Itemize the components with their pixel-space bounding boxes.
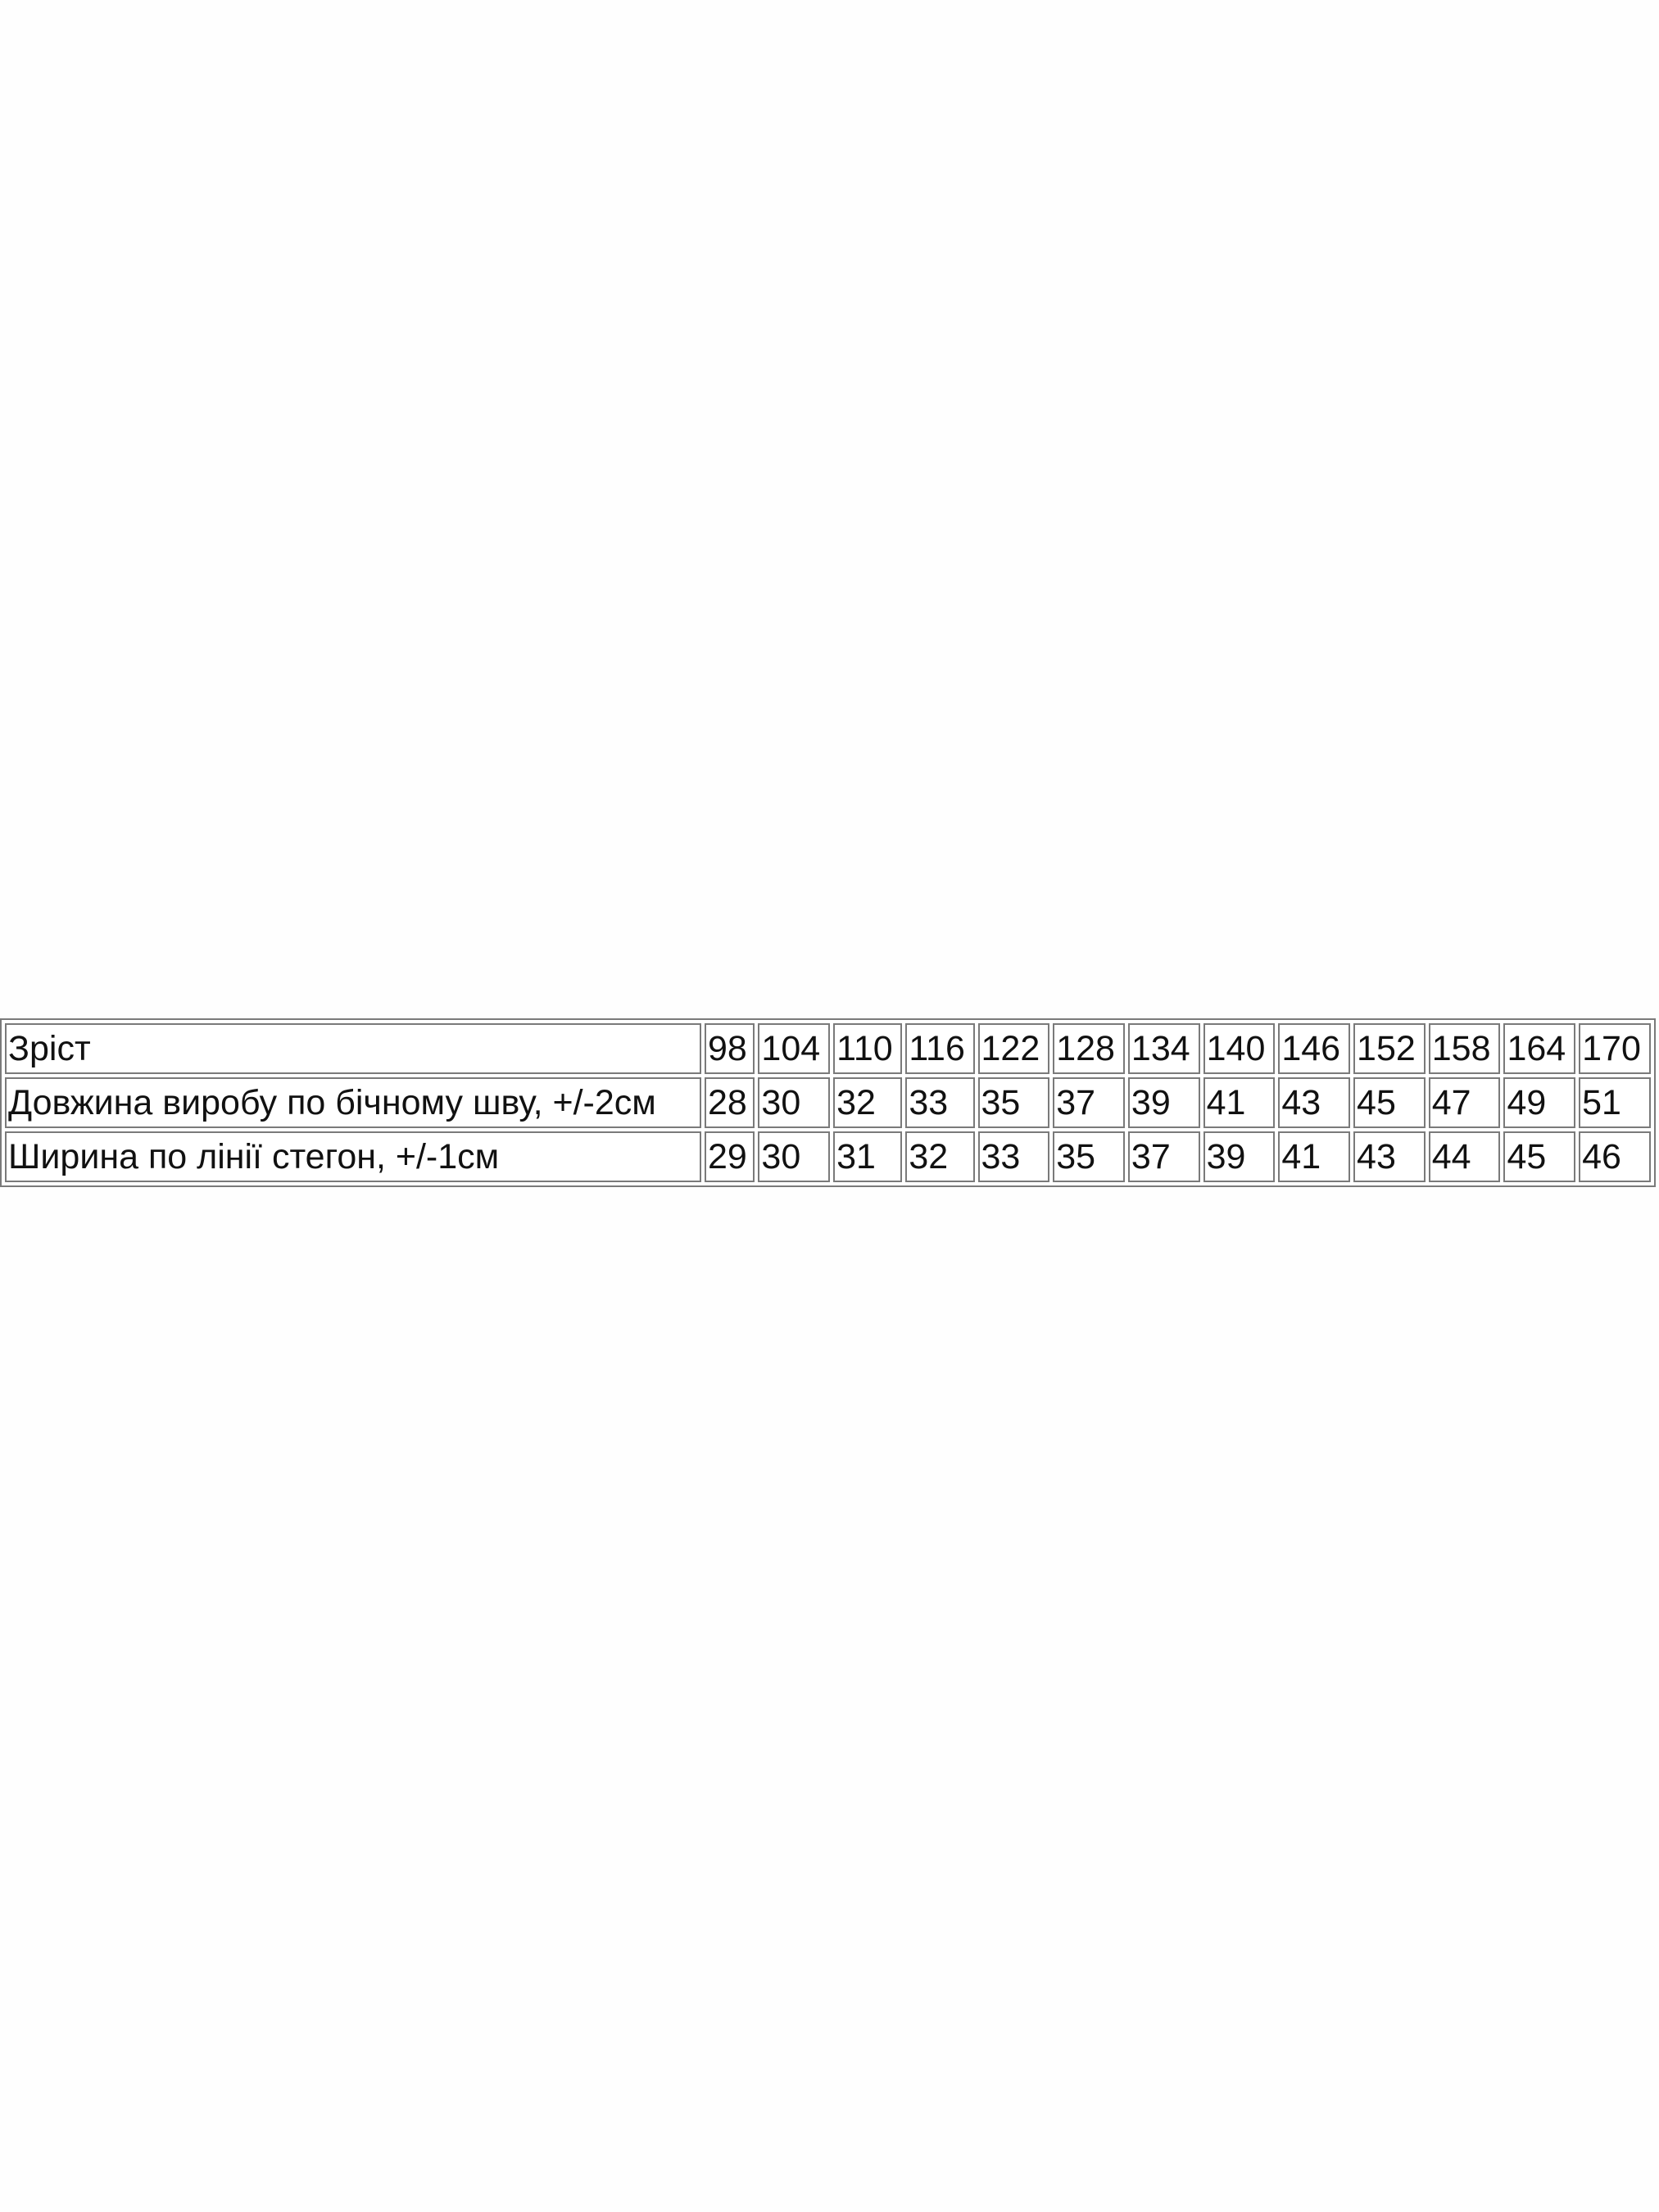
row-label: Зріст	[5, 1023, 701, 1074]
size-value: 28	[705, 1077, 755, 1128]
size-value: 158	[1428, 1023, 1501, 1074]
size-value: 140	[1203, 1023, 1276, 1074]
table-row: Довжина виробу по бічному шву, +/-2см 28 3…	[5, 1077, 1651, 1128]
size-value: 43	[1278, 1077, 1351, 1128]
size-value: 43	[1353, 1131, 1426, 1182]
size-value: 30	[758, 1131, 831, 1182]
row-label: Довжина виробу по бічному шву, +/-2см	[5, 1077, 701, 1128]
size-value: 33	[905, 1077, 975, 1128]
table-row: Зріст 98 104 110 116 122 128 134 140 146 152 158 164…	[5, 1023, 1651, 1074]
size-value: 152	[1353, 1023, 1426, 1074]
size-value: 33	[977, 1131, 1050, 1182]
size-value: 37	[1053, 1077, 1125, 1128]
table-row: Ширина по лінії стегон, +/-1см 29 30 31 32 33…	[5, 1131, 1651, 1182]
size-value: 35	[977, 1077, 1050, 1128]
size-value: 104	[758, 1023, 831, 1074]
size-value: 134	[1127, 1023, 1200, 1074]
size-value: 45	[1353, 1077, 1426, 1128]
size-value: 46	[1579, 1131, 1651, 1182]
size-value: 51	[1579, 1077, 1651, 1128]
size-value: 170	[1579, 1023, 1651, 1074]
size-value: 32	[905, 1131, 975, 1182]
size-value: 110	[833, 1023, 903, 1074]
size-value: 45	[1503, 1131, 1576, 1182]
size-value: 128	[1053, 1023, 1125, 1074]
size-value: 49	[1503, 1077, 1576, 1128]
size-value: 31	[833, 1131, 903, 1182]
size-value: 32	[833, 1077, 903, 1128]
size-value: 146	[1278, 1023, 1351, 1074]
size-value: 47	[1428, 1077, 1501, 1128]
size-value: 39	[1203, 1131, 1276, 1182]
size-value: 39	[1127, 1077, 1200, 1128]
size-value: 30	[758, 1077, 831, 1128]
size-value: 35	[1053, 1131, 1125, 1182]
size-value: 29	[705, 1131, 755, 1182]
size-value: 116	[905, 1023, 975, 1074]
row-label: Ширина по лінії стегон, +/-1см	[5, 1131, 701, 1182]
size-value: 44	[1428, 1131, 1501, 1182]
size-value: 41	[1203, 1077, 1276, 1128]
size-value: 41	[1278, 1131, 1351, 1182]
size-value: 122	[977, 1023, 1050, 1074]
size-table: Зріст 98 104 110 116 122 128 134 140 146 152 158 164…	[0, 1018, 1656, 1187]
size-value: 37	[1127, 1131, 1200, 1182]
size-value: 98	[705, 1023, 755, 1074]
size-value: 164	[1503, 1023, 1576, 1074]
